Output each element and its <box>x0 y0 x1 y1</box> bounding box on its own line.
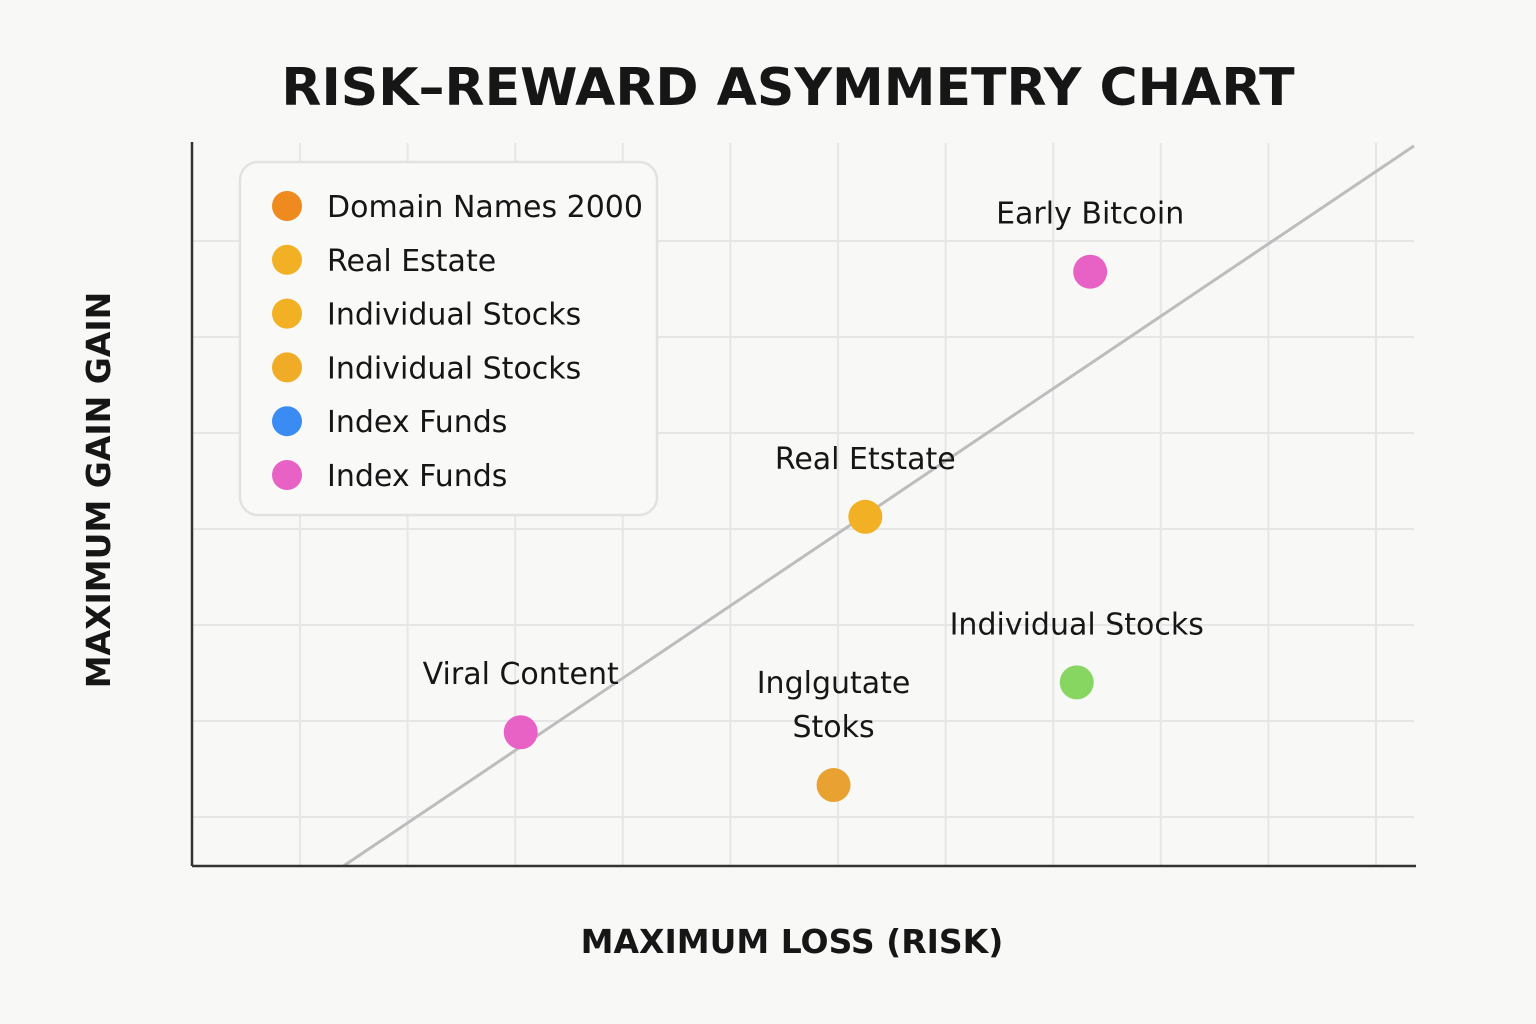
legend-marker <box>272 191 302 221</box>
data-points: Early Bitcoin Real Etstate Individual Stoc… <box>423 197 1204 803</box>
point-label: Individual Stocks <box>950 607 1204 642</box>
x-axis-label: MAXIMUM LOSS (RISK) <box>581 922 1004 961</box>
legend: Domain Names 2000 Real Estate Individual S… <box>238 160 659 517</box>
legend-marker <box>272 298 302 329</box>
legend-label: Individual Stocks <box>327 298 581 333</box>
legend-marker <box>272 352 302 383</box>
data-point <box>503 715 538 750</box>
data-point <box>1073 254 1108 289</box>
legend-label: Individual Stocks <box>327 351 581 386</box>
point-label: Inglgutate Stoks <box>757 666 911 745</box>
point-label: Real Etstate <box>775 442 956 477</box>
legend-marker <box>272 406 302 437</box>
legend-label: Real Estate <box>327 244 496 279</box>
point-label: Early Bitcoin <box>996 197 1184 232</box>
data-point <box>816 768 851 803</box>
data-point <box>1059 665 1094 700</box>
y-axis-label: MAXIMUM GAIN GAIN <box>79 292 118 689</box>
data-point <box>848 499 883 534</box>
legend-box <box>238 160 659 517</box>
legend-marker <box>272 460 302 490</box>
legend-label: Domain Names 2000 <box>327 190 643 225</box>
point-label: Viral Content <box>423 657 619 692</box>
legend-marker <box>272 244 302 275</box>
legend-label: Index Funds <box>327 405 507 440</box>
chart-title: RISK–REWARD ASYMMETRY CHART <box>281 58 1295 118</box>
legend-label: Index Funds <box>327 459 507 494</box>
